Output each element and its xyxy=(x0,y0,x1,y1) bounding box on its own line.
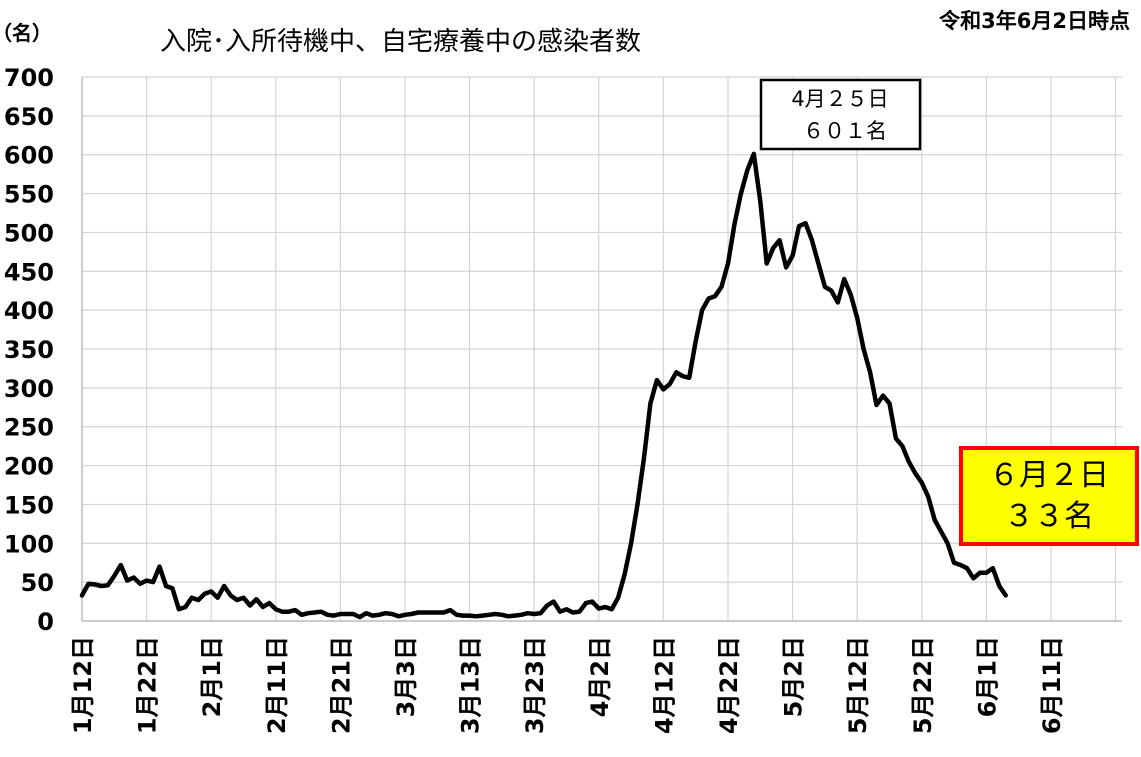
x-tick-label: 5月12日 xyxy=(844,636,872,734)
y-tick-label: 650 xyxy=(4,103,54,131)
x-tick-label: 3月13日 xyxy=(457,636,485,734)
y-tick-label: 300 xyxy=(4,375,54,403)
x-tick-label: 1月12日 xyxy=(69,636,97,734)
series-layer xyxy=(79,151,1008,620)
peak-annotation-count: ６０１名 xyxy=(803,119,887,143)
x-tick-label: 2月21日 xyxy=(327,636,355,734)
x-tick-label: 1月22日 xyxy=(134,636,162,734)
y-tick-label: 350 xyxy=(4,336,54,364)
x-tick-label: 5月2日 xyxy=(780,636,808,717)
chart-title: 入院･入所待機中、自宅療養中の感染者数 xyxy=(160,27,641,57)
x-tick-label: 4月2日 xyxy=(586,636,614,717)
x-tick-label: 3月23日 xyxy=(521,636,549,734)
x-tick-label: 3月3日 xyxy=(392,636,420,717)
y-tick-label: 600 xyxy=(4,142,54,170)
latest-annotation-box xyxy=(959,446,1139,546)
y-axis-unit-label: （名） xyxy=(0,21,52,45)
y-tick-label: 0 xyxy=(37,608,54,636)
grid xyxy=(81,76,1122,622)
x-axis-ticks: 1月12日 1月22日 2月1日 2月11日 2月21日 3月3日 3月13日 3月23日 4月… xyxy=(69,636,1066,734)
x-tick-label: 4月12日 xyxy=(650,636,678,734)
y-tick-label: 150 xyxy=(4,491,54,519)
latest-annotation-date: ６月２日 xyxy=(989,458,1109,493)
y-tick-label: 400 xyxy=(4,297,54,325)
y-tick-label: 500 xyxy=(4,219,54,247)
x-tick-label: 4月22日 xyxy=(715,636,743,734)
peak-annotation: 4月２５日 ６０１名 xyxy=(759,78,922,151)
x-tick-label: 5月22日 xyxy=(909,636,937,734)
y-tick-label: 550 xyxy=(4,181,54,209)
y-tick-label: 100 xyxy=(4,530,54,558)
y-tick-label: 250 xyxy=(4,414,54,442)
latest-annotation-count: ３３名 xyxy=(1004,499,1094,534)
y-tick-label: 50 xyxy=(21,569,54,597)
latest-annotation: ６月２日 ３３名 xyxy=(959,446,1139,546)
y-tick-label: 200 xyxy=(4,453,54,481)
peak-annotation-date: 4月２５日 xyxy=(791,87,888,111)
y-axis-ticks: 0 50 100 150 200 250 300 350 400 450 500 550 600 650 7… xyxy=(4,64,54,636)
y-tick-label: 450 xyxy=(4,258,54,286)
series-line-0 xyxy=(79,151,1008,620)
peak-annotation-box xyxy=(759,78,922,151)
x-tick-label: 6月11日 xyxy=(1038,636,1066,734)
x-tick-label: 2月11日 xyxy=(263,636,291,734)
x-tick-label: 6月1日 xyxy=(973,636,1001,717)
as-of-date-label: 令和3年6月2日時点 xyxy=(939,9,1130,33)
y-tick-label: 700 xyxy=(4,64,54,92)
x-tick-label: 2月1日 xyxy=(198,636,226,717)
